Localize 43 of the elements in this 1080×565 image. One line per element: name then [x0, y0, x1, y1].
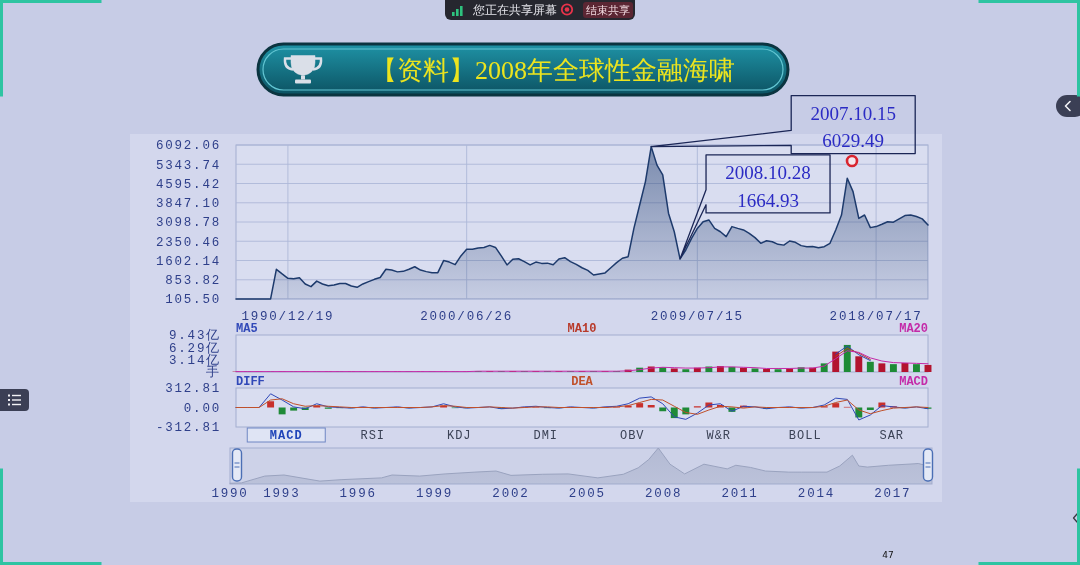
x-tick-label: 2008 — [645, 487, 683, 502]
text: BOLL — [788, 429, 822, 444]
y-tick-label: 3098.78 — [155, 216, 221, 231]
x-tick-label: 2011 — [721, 487, 759, 502]
x-tick-label: 1993 — [263, 487, 301, 502]
text: 47 — [882, 550, 894, 561]
series-label: DEA — [571, 375, 594, 390]
y-tick-label: 1602.14 — [155, 254, 221, 269]
text: W&R — [706, 429, 732, 444]
series-label: DIFF — [236, 375, 265, 390]
y-tick-label: -312.81 — [155, 421, 221, 436]
y-tick-label: 312.81 — [165, 382, 221, 397]
x-tick-label: 2002 — [492, 487, 530, 502]
y-tick-label: 105.50 — [165, 293, 221, 308]
text: KDJ — [446, 429, 472, 444]
text: MACD — [269, 429, 303, 444]
x-tick-label: 2000/06/26 — [420, 310, 514, 325]
y-tick-label: 0.00 — [183, 401, 221, 416]
x-tick-label: 1996 — [339, 487, 377, 502]
text: RSI — [360, 429, 386, 444]
text: 您正在共享屏幕 — [472, 3, 557, 18]
annotation: 2008.10.28 1664.93 — [725, 161, 811, 211]
text: MA20 — [899, 322, 928, 337]
text: MA10 — [567, 322, 597, 337]
text: DMI — [533, 429, 559, 444]
x-tick-label: 1990 — [211, 487, 249, 502]
y-tick-label: 4595.42 — [155, 177, 221, 192]
text: OBV — [619, 429, 645, 444]
y-tick-label: 6092.06 — [155, 139, 221, 154]
y-tick-label: 5343.74 — [155, 158, 221, 173]
y-tick-label: 3847.10 — [155, 197, 221, 212]
y-tick-label: 853.82 — [165, 274, 221, 289]
annotation: 2007.10.15 6029.49 — [810, 102, 896, 152]
text: SAR — [879, 429, 905, 444]
y-tick-label: 2350.46 — [155, 235, 221, 250]
x-tick-label: 2017 — [874, 487, 912, 502]
chart-title: 【资料】2008年全球性金融海啸 — [371, 55, 735, 85]
x-tick-label: 2014 — [797, 487, 836, 502]
x-tick-label: 2009/07/15 — [650, 310, 744, 325]
text: MA5 — [236, 322, 258, 337]
x-tick-label: 2005 — [568, 487, 606, 502]
x-tick-label: 1999 — [415, 487, 454, 502]
series-label: MACD — [899, 375, 928, 390]
